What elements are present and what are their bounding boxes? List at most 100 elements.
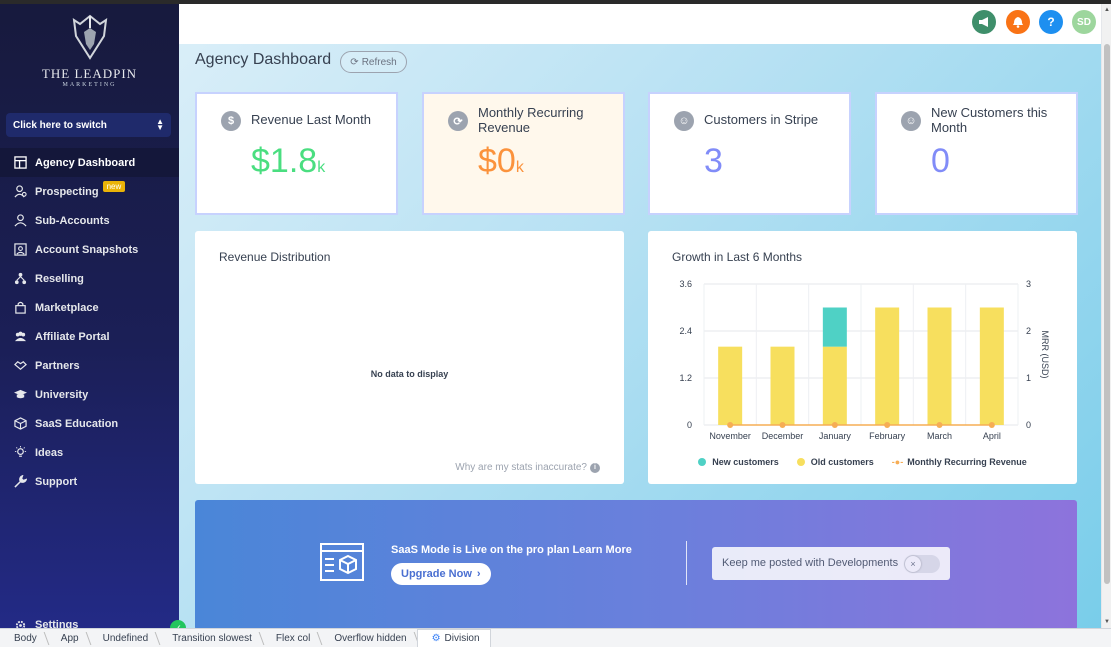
stat-card-monthly-recurring-revenue: ⟳ Monthly Recurring Revenue $0k [422, 92, 625, 215]
mrr-point [727, 422, 734, 428]
x-tick-label: February [869, 431, 906, 441]
learn-more-link[interactable]: Learn More [572, 544, 632, 556]
keep-posted-box: Keep me posted with Developments × [712, 547, 950, 580]
scroll-up-icon[interactable]: ▲ [1104, 7, 1110, 13]
sidebar-item-label: Agency Dashboard [35, 156, 136, 169]
users-icon [13, 330, 27, 344]
bag-icon [13, 301, 27, 315]
dashboard-main: Agency Dashboard ⟳ Refresh $ Revenue Las… [179, 44, 1101, 628]
breadcrumb-item[interactable]: Overflow hidden [320, 629, 416, 647]
legend-item-old-customers[interactable]: Old customers [796, 457, 874, 467]
sidebar-item-label: Marketplace [35, 301, 99, 314]
growth-chart: 0 1.2 2.4 3.6 0 1 2 3 MRR (USD) November December J… [679, 279, 1050, 441]
x-tick-label: April [983, 431, 1001, 441]
breadcrumb-item[interactable]: App [47, 629, 89, 647]
card-title: Revenue Distribution [219, 250, 331, 264]
breadcrumb-item[interactable]: Transition slowest [158, 629, 262, 647]
sidebar-item-label: Ideas [35, 446, 64, 459]
dashboard-cube-icon [320, 543, 364, 581]
close-icon: × [905, 556, 921, 572]
dollar-icon: $ [221, 111, 241, 131]
legend-item-new-customers[interactable]: New customers [698, 457, 779, 467]
breadcrumb-item[interactable]: Body [0, 629, 47, 647]
dashboard-icon [13, 156, 27, 170]
breadcrumb-item[interactable]: Flex col [262, 629, 320, 647]
notifications-button[interactable] [1006, 10, 1030, 34]
mrr-point [831, 422, 838, 428]
refresh-icon: ⟳ [448, 111, 468, 131]
stat-value: $0k [478, 142, 524, 180]
sidebar-item-label: Account Snapshots [35, 243, 139, 256]
info-icon: i [590, 462, 600, 473]
sidebar-nav: Agency Dashboard Prospecting new Sub-Acc… [0, 148, 179, 496]
stat-title: Monthly Recurring Revenue [478, 105, 584, 135]
account-switcher[interactable]: Click here to switch ▲ ▼ [6, 113, 171, 137]
sidebar-item-ideas[interactable]: Ideas [0, 438, 179, 467]
sidebar-item-account-snapshots[interactable]: Account Snapshots [0, 235, 179, 264]
scroll-down-icon[interactable]: ▼ [1104, 619, 1110, 625]
sidebar-item-prospecting[interactable]: Prospecting new [0, 177, 179, 206]
revenue-distribution-card: Revenue Distribution No data to display … [195, 231, 624, 484]
gear-icon: ⚙ [431, 633, 441, 644]
refresh-label: Refresh [361, 56, 397, 68]
breadcrumb-item-current[interactable]: ⚙ Division [416, 628, 491, 647]
sidebar-item-label: University [35, 388, 89, 401]
new-customer-icon: ☺ [901, 111, 921, 131]
sidebar-item-support[interactable]: Support [0, 467, 179, 496]
avatar[interactable]: SD [1072, 10, 1096, 34]
y2-tick-label: 2 [1026, 326, 1031, 336]
x-tick-label: March [927, 431, 952, 441]
sidebar-item-label: Partners [35, 359, 80, 372]
scrollbar-thumb[interactable] [1104, 44, 1110, 584]
sidebar-item-marketplace[interactable]: Marketplace [0, 293, 179, 322]
x-tick-label: December [762, 431, 804, 441]
y2-axis-label: MRR (USD) [1040, 331, 1050, 379]
sidebar-item-label: Affiliate Portal [35, 330, 110, 343]
refresh-button[interactable]: ⟳ Refresh [340, 51, 407, 73]
top-header: ? SD [179, 4, 1101, 44]
sidebar-item-reselling[interactable]: Reselling [0, 264, 179, 293]
stat-title: Customers in Stripe [704, 112, 819, 127]
stat-card-customers-in-stripe: ☺ Customers in Stripe 3 [648, 92, 851, 215]
stat-card-revenue-last-month: $ Revenue Last Month $1.8k [195, 92, 398, 215]
y-tick-label: 2.4 [679, 326, 692, 336]
logo-emblem-icon [72, 14, 107, 60]
brand-subtitle: MARKETING [62, 82, 117, 88]
sidebar-item-label: Prospecting [35, 185, 99, 198]
user-icon [13, 214, 27, 228]
keep-posted-toggle[interactable]: × [904, 555, 940, 573]
announcements-button[interactable] [972, 10, 996, 34]
chevron-updown-icon: ▲ ▼ [156, 117, 164, 132]
box-icon [13, 417, 27, 431]
sidebar-item-university[interactable]: University [0, 380, 179, 409]
upgrade-now-button[interactable]: Upgrade Now › [391, 563, 491, 585]
sidebar-item-sub-accounts[interactable]: Sub-Accounts [0, 206, 179, 235]
bar-old-customers [718, 346, 743, 425]
legend-item-mrr[interactable]: -●- Monthly Recurring Revenue [891, 457, 1027, 467]
help-button[interactable]: ? [1039, 10, 1063, 34]
snapshot-icon [13, 243, 27, 257]
brand-logo[interactable]: THE LEADPIN MARKETING [0, 14, 179, 104]
refresh-icon: ⟳ [350, 56, 359, 68]
new-badge: new [102, 181, 126, 192]
wrench-icon [13, 475, 27, 489]
keep-posted-label: Keep me posted with Developments [722, 557, 899, 569]
stat-title: New Customers this Month [931, 105, 1048, 135]
sidebar-item-affiliate-portal[interactable]: Affiliate Portal [0, 322, 179, 351]
mrr-point [779, 422, 786, 428]
lightbulb-icon [13, 446, 27, 460]
sidebar-item-settings[interactable]: Settings [0, 616, 78, 628]
brand-name: THE LEADPIN [41, 66, 138, 81]
sidebar-item-saas-education[interactable]: SaaS Education [0, 409, 179, 438]
gear-icon [13, 618, 27, 628]
breadcrumb-item[interactable]: Undefined [89, 629, 159, 647]
x-tick-label: January [819, 431, 852, 441]
sidebar-item-partners[interactable]: Partners [0, 351, 179, 380]
prospecting-icon [13, 185, 27, 199]
stats-inaccurate-link[interactable]: Why are my stats inaccurate? i [455, 462, 600, 473]
sidebar: THE LEADPIN MARKETING Click here to swit… [0, 4, 179, 628]
bar-old-customers [822, 346, 847, 425]
vertical-scrollbar[interactable]: ▲ ▼ [1101, 4, 1111, 628]
sidebar-item-agency-dashboard[interactable]: Agency Dashboard [0, 148, 179, 177]
chart-legend: New customers Old customers -●- Monthly R… [648, 457, 1077, 467]
